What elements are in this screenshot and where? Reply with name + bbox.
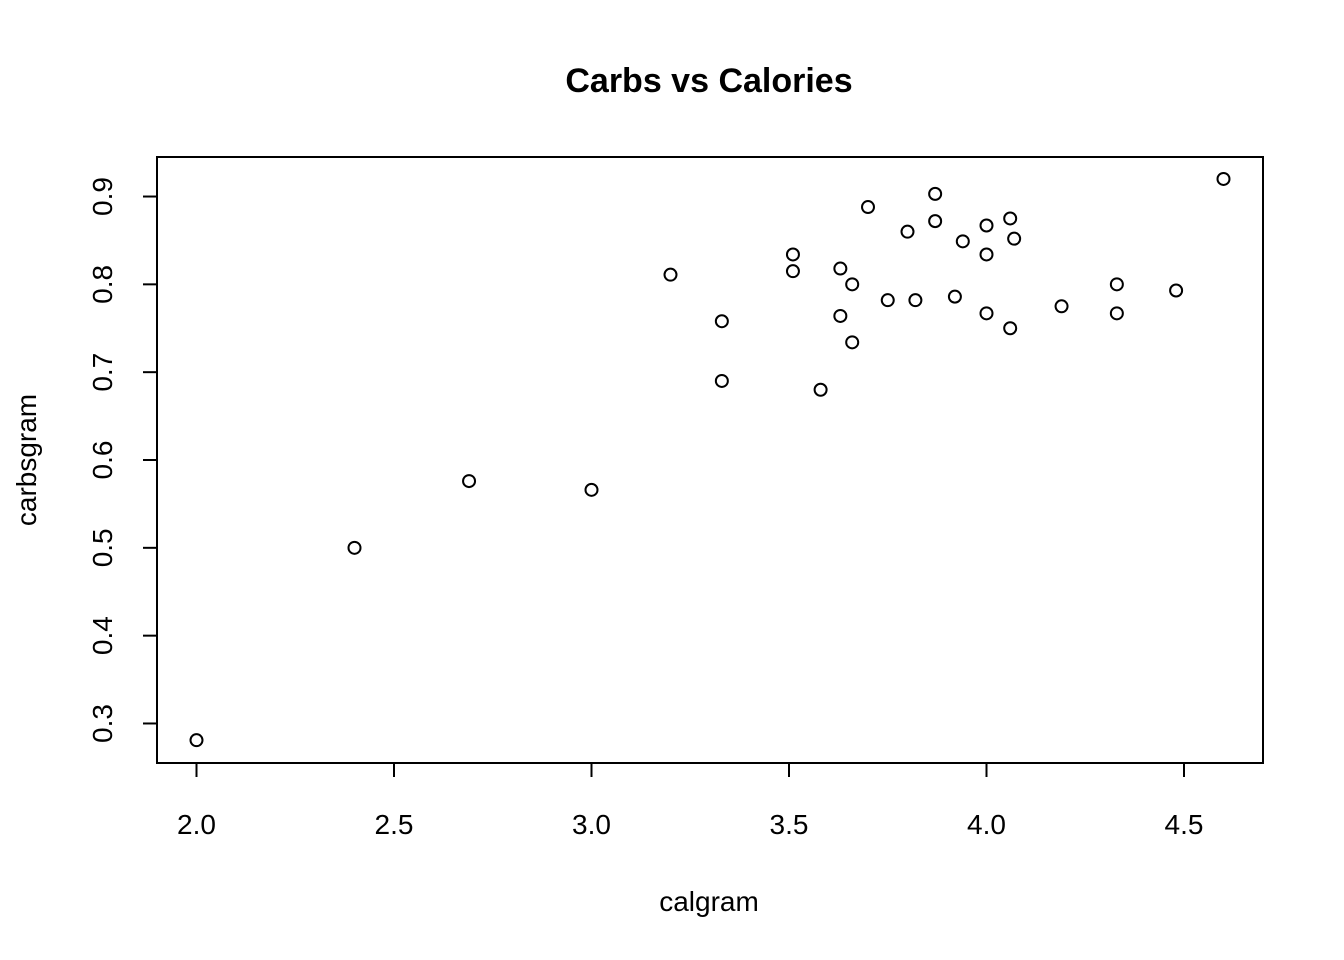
y-axis: 0.3 0.4 0.5 0.6 0.7 0.8 0.9: [87, 177, 158, 743]
x-tick-label: 2.0: [177, 809, 216, 840]
data-point: [928, 214, 943, 229]
data-point: [189, 733, 204, 748]
x-tick-label: 3.0: [572, 809, 611, 840]
data-point: [979, 247, 994, 262]
data-point: [1003, 211, 1018, 226]
data-point: [928, 186, 943, 201]
x-tick-label: 4.5: [1165, 809, 1204, 840]
data-point: [462, 474, 477, 489]
data-point: [1109, 306, 1124, 321]
data-point: [947, 289, 962, 304]
data-point: [861, 200, 875, 215]
x-axis: 2.0 2.5 3.0 3.5 4.0 4.5: [177, 762, 1204, 840]
data-point: [1007, 231, 1022, 246]
data-point: [785, 264, 800, 279]
data-point: [845, 335, 860, 350]
data-point: [1109, 277, 1124, 292]
data-point: [714, 373, 729, 388]
data-point: [845, 277, 860, 292]
data-point: [785, 247, 800, 262]
y-tick-label: 0.9: [87, 177, 118, 216]
data-point: [979, 306, 994, 321]
data-point: [955, 234, 970, 249]
plot-frame: [156, 156, 1264, 764]
y-axis-label: carbsgram: [11, 394, 42, 526]
y-tick-label: 0.5: [87, 528, 118, 567]
y-tick-label: 0.8: [87, 265, 118, 304]
data-point: [908, 293, 923, 308]
data-point: [979, 218, 994, 233]
data-point: [833, 261, 848, 276]
y-tick-label: 0.3: [87, 704, 118, 743]
x-tick-label: 4.0: [967, 809, 1006, 840]
data-point: [1216, 171, 1231, 186]
y-tick-label: 0.4: [87, 616, 118, 655]
data-point: [900, 224, 915, 239]
x-tick-label: 2.5: [375, 809, 414, 840]
data-point: [1169, 283, 1184, 298]
y-tick-label: 0.7: [87, 353, 118, 392]
data-point: [1003, 321, 1018, 336]
data-point: [347, 540, 362, 555]
data-point: [663, 267, 678, 282]
y-tick-label: 0.6: [87, 441, 118, 480]
chart-title: Carbs vs Calories: [565, 62, 852, 100]
data-point: [813, 382, 828, 397]
data-point: [714, 314, 729, 329]
data-point: [1054, 299, 1069, 314]
x-axis-label: calgram: [659, 886, 759, 917]
x-tick-label: 3.5: [770, 809, 809, 840]
data-points: [189, 171, 1231, 748]
data-point: [584, 482, 599, 497]
data-point: [880, 293, 895, 308]
data-point: [833, 308, 848, 323]
